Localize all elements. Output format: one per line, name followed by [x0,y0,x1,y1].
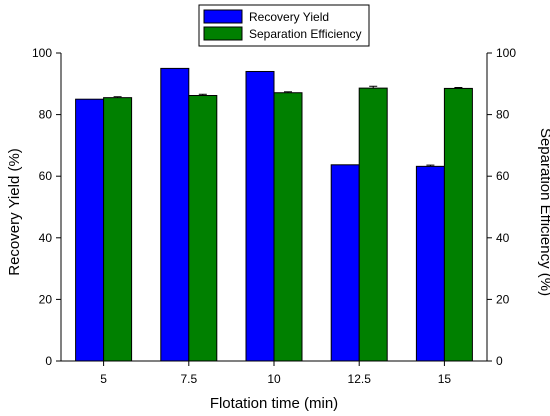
legend-label: Recovery Yield [249,10,329,24]
x-tick-label: 12.5 [348,372,372,386]
left-y-tick-label: 80 [39,108,53,122]
x-tick-label: 10 [267,372,281,386]
legend-swatch [203,26,243,41]
left-y-tick-label: 60 [39,169,53,183]
separation-efficiency-bar [188,95,218,362]
recovery-yield-bar [160,67,190,362]
x-tick-label: 15 [438,372,452,386]
right-y-tick-label: 80 [496,108,510,122]
left-y-tick-label: 0 [45,354,52,368]
left-y-tick-label: 100 [32,46,52,60]
plot-area: 0 0 20 20 40 40 60 60 80 80 100 100 5 7.5 10 12.5 15 [32,46,516,386]
recovery-yield-bar [75,98,105,362]
separation-efficiency-bar [273,92,303,362]
right-y-tick-label: 100 [496,46,516,60]
x-axis-label: Flotation time (min) [210,395,338,412]
separation-efficiency-bar [443,87,473,362]
separation-efficiency-bar [358,87,388,362]
x-tick-label: 7.5 [180,372,197,386]
right-y-tick-label: 0 [496,354,503,368]
right-y-tick-label: 20 [496,292,510,306]
left-y-tick-label: 20 [39,292,53,306]
left-y-tick-label: 40 [39,231,53,245]
recovery-yield-bar [330,164,360,362]
separation-efficiency-bar [103,97,133,362]
legend-swatch [203,9,243,24]
x-tick-label: 5 [100,372,107,386]
legend-label: Separation Efficiency [249,27,362,41]
right-y-axis-label: Separation Efficiency (%) [537,128,550,296]
recovery-yield-bar [245,70,275,362]
recovery-yield-bar [415,165,445,362]
left-y-axis-label: Recovery Yield (%) [6,148,23,276]
right-y-tick-label: 60 [496,169,510,183]
legend: Recovery Yield Separation Efficiency [198,4,370,47]
right-y-tick-label: 40 [496,231,510,245]
